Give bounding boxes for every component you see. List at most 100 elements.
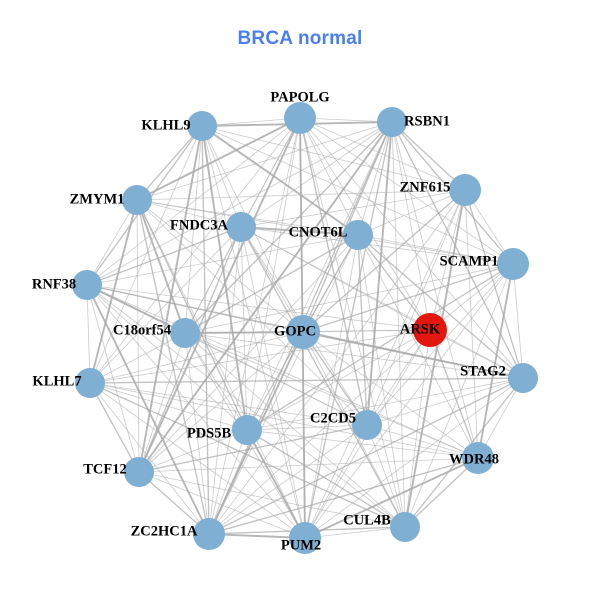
network-edge xyxy=(240,226,304,333)
network-edge xyxy=(201,125,359,236)
network-edge xyxy=(240,226,359,236)
network-edge xyxy=(86,284,304,333)
network-node-cul4b[interactable] xyxy=(390,512,420,542)
network-node-scamp1[interactable] xyxy=(497,248,529,280)
network-edge xyxy=(464,189,479,459)
network-edge xyxy=(201,125,248,431)
network-edge xyxy=(138,117,301,473)
network-node-zc2hc1a[interactable] xyxy=(193,518,225,550)
network-edge xyxy=(302,331,368,426)
network-edge xyxy=(208,429,248,535)
network-edge xyxy=(89,382,406,528)
network-edge xyxy=(89,332,186,384)
network-edge xyxy=(86,284,140,473)
network-edge xyxy=(477,263,514,459)
network-edge xyxy=(138,331,304,473)
network-edge xyxy=(464,189,524,379)
network-edge xyxy=(391,121,406,528)
network-edge xyxy=(391,121,466,191)
network-edge xyxy=(184,332,248,431)
network-edge xyxy=(89,382,210,535)
network-edge xyxy=(240,226,406,528)
network-edge xyxy=(201,125,242,228)
network-edge xyxy=(89,226,242,384)
network-edge xyxy=(86,234,359,286)
network-edge xyxy=(208,117,301,535)
network-edge xyxy=(86,284,479,459)
network-edge xyxy=(391,121,524,379)
network-edge xyxy=(246,429,306,539)
network-edge xyxy=(184,332,406,528)
network-edge xyxy=(86,284,91,384)
network-edge xyxy=(89,377,524,384)
network-edge xyxy=(429,329,479,459)
network-edge xyxy=(246,429,406,528)
network-edge xyxy=(184,234,359,334)
network-edge xyxy=(89,382,368,426)
network-node-gopc[interactable] xyxy=(286,315,320,349)
network-edge xyxy=(302,263,514,333)
network-edge xyxy=(208,533,306,539)
network-node-klhl7[interactable] xyxy=(75,368,105,398)
network-node-wdr48[interactable] xyxy=(462,442,494,474)
network-edge xyxy=(366,121,393,426)
network-edge xyxy=(184,263,514,334)
network-edge xyxy=(184,332,210,535)
network-node-cnot6l[interactable] xyxy=(343,220,373,250)
network-node-pum2[interactable] xyxy=(289,522,321,554)
network-node-tcf12[interactable] xyxy=(124,457,154,487)
network-edge xyxy=(366,377,524,426)
network-edge xyxy=(86,226,242,286)
network-edge xyxy=(138,332,186,473)
network-edge xyxy=(136,199,210,535)
nodes-layer xyxy=(72,102,538,554)
network-edge xyxy=(89,331,304,384)
network-node-arsk[interactable] xyxy=(413,313,447,347)
network-edge xyxy=(138,471,406,528)
network-edge xyxy=(240,121,393,228)
network-edge xyxy=(136,125,203,201)
network-node-rsbn1[interactable] xyxy=(377,107,407,137)
network-node-c18orf54[interactable] xyxy=(170,318,200,348)
network-node-stag2[interactable] xyxy=(508,363,538,393)
network-edge xyxy=(304,457,479,539)
network-edge xyxy=(429,329,524,379)
network-edge xyxy=(246,121,393,431)
network-edge xyxy=(299,117,514,265)
network-edge xyxy=(404,189,466,528)
network-edge xyxy=(366,263,514,426)
network-edge xyxy=(208,457,479,535)
network-edge xyxy=(136,199,140,473)
network-edge xyxy=(240,226,514,265)
network-node-papolg[interactable] xyxy=(284,102,316,134)
network-edge xyxy=(391,121,431,331)
network-edge xyxy=(184,332,524,379)
network-edge xyxy=(208,226,242,535)
network-edge xyxy=(201,125,466,191)
network-edge xyxy=(201,117,301,127)
network-node-c2cd5[interactable] xyxy=(352,410,382,440)
network-edge xyxy=(208,329,431,535)
network-node-pds5b[interactable] xyxy=(232,415,262,445)
network-node-zmym1[interactable] xyxy=(122,185,152,215)
network-node-fndc3a[interactable] xyxy=(226,212,256,242)
network-node-klhl9[interactable] xyxy=(187,111,217,141)
network-edge xyxy=(299,117,304,333)
network-edge xyxy=(357,189,466,236)
network-edge xyxy=(246,117,301,431)
network-edge xyxy=(357,234,406,528)
network-edge xyxy=(366,424,406,528)
network-edge xyxy=(136,121,393,201)
network-edge xyxy=(366,329,431,426)
network-edge xyxy=(512,263,524,379)
network-node-rnf38[interactable] xyxy=(72,270,102,300)
network-edge xyxy=(304,526,406,539)
network-edge xyxy=(86,284,431,331)
network-edge xyxy=(246,429,479,459)
network-edge xyxy=(136,199,248,431)
network-edge xyxy=(184,332,479,459)
network-edge xyxy=(136,199,186,334)
network-node-znf615[interactable] xyxy=(449,174,481,206)
network-edge xyxy=(366,189,466,426)
